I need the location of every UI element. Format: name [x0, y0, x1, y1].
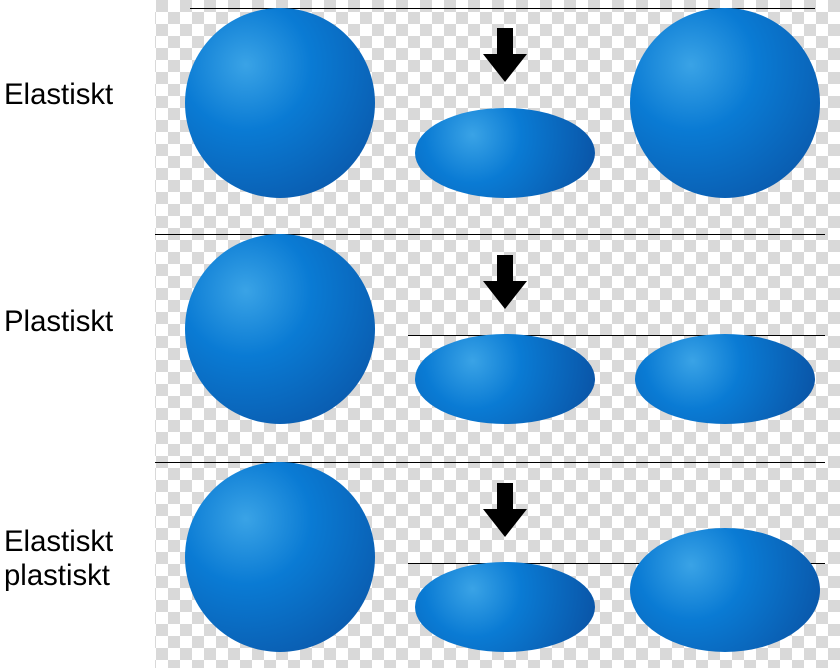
down-arrow-icon: [479, 26, 531, 84]
label-column: ElastisktPlastisktElastisktplastiskt: [0, 0, 155, 668]
ball-shape: [630, 8, 820, 198]
row-label-line: plastiskt: [4, 559, 159, 593]
ball-shape: [185, 8, 375, 198]
down-arrow-icon: [479, 253, 531, 311]
reference-line: [408, 335, 825, 336]
row-label-line: Elastiskt: [4, 78, 159, 112]
diagram-stage: ElastisktPlastisktElastisktplastiskt: [0, 0, 840, 668]
ball-shape: [185, 462, 375, 652]
down-arrow-icon: [479, 481, 531, 539]
ball-shape: [415, 562, 595, 652]
row-label-line: Elastiskt: [4, 525, 159, 559]
row-label-line: Plastiskt: [4, 305, 159, 339]
reference-line: [155, 462, 825, 463]
row-label: Elastisktplastiskt: [0, 525, 159, 592]
ball-shape: [415, 334, 595, 424]
row-label: Elastiskt: [0, 78, 159, 112]
reference-line: [155, 234, 825, 235]
ball-shape: [185, 234, 375, 424]
row-label: Plastiskt: [0, 305, 159, 339]
ball-shape: [635, 334, 815, 424]
ball-shape: [415, 108, 595, 198]
ball-shape: [630, 528, 820, 652]
